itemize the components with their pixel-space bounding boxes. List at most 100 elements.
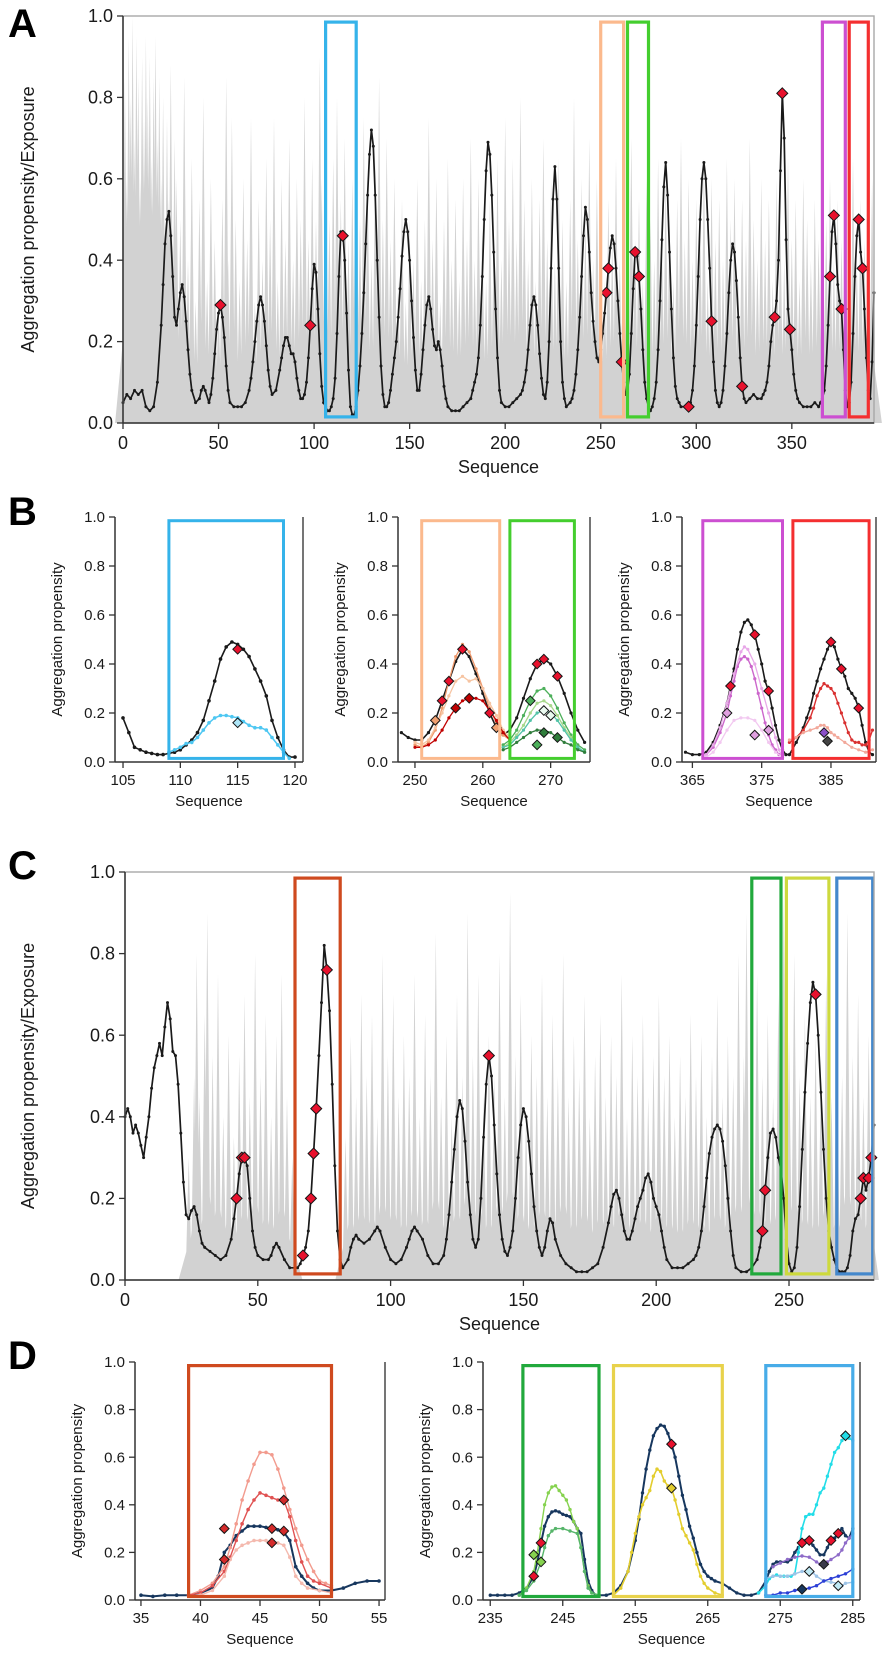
- panel-d2-chart-hotspot-green: [535, 1556, 547, 1568]
- panel-b2-chart-hotspot-green-dark: [538, 727, 550, 739]
- panel-a-chart-region-box-3: [820, 20, 847, 419]
- panel-c-chart-apr-hotspots: [230, 1192, 243, 1205]
- panel-c-chart-apr-hotspots: [854, 1192, 867, 1205]
- panel-d1-chart-xtick: 40: [192, 1610, 209, 1627]
- panel-d1-chart-xtick: 50: [311, 1610, 328, 1627]
- panel-b2-chart-hotspot-green-open: [545, 709, 557, 721]
- panel-b1-chart-hotspot-cyan: [232, 717, 244, 729]
- panel-d2-chart: 0.0 0.2 0.4 0.6 0.8 1.0 235 245 255 265 275 285 Sequ…: [417, 1354, 865, 1648]
- panel-d1-chart-hotspot-red: [278, 1525, 290, 1537]
- panel-b1-chart-ytick: 0.6: [84, 607, 105, 624]
- panel-a-chart-ytick: 0.4: [88, 250, 113, 270]
- panel-c-chart-ytick: 1.0: [90, 862, 115, 882]
- panel-c-chart-apr-hotspots: [310, 1102, 323, 1115]
- panel-b3-chart-series-variant-magenta-light: [705, 646, 784, 758]
- panel-d2-chart-region-box-1: [611, 1363, 724, 1599]
- panel-b3-chart-xlabel: Sequence: [745, 793, 813, 810]
- panel-b3-chart-hotspot-red: [763, 685, 775, 697]
- panel-b2-chart-ytick: 0.4: [367, 656, 388, 673]
- panel-b2-chart-hotspot-red: [484, 707, 496, 719]
- panel-c-chart-region-box-2: [784, 876, 831, 1276]
- panel-d2-chart-hotspot-dark: [818, 1558, 830, 1570]
- panel-b2-chart-region-box-1: [508, 519, 576, 760]
- panel-c-chart-apr-hotspots: [482, 1049, 496, 1062]
- panel-d2-chart-hotspot-light-cyan: [832, 1580, 844, 1592]
- panel-a-chart-xtick: 200: [490, 433, 520, 453]
- panel-a-chart-apr-hotspots: [768, 310, 781, 324]
- panel-a-chart-apr-hotspots: [602, 262, 615, 275]
- panel-d1-chart-ytick: 0.0: [104, 1592, 125, 1609]
- panel-d2-chart-hotspot-red: [665, 1438, 678, 1450]
- panel-a-chart-exposure-area: [115, 16, 882, 423]
- panel-c-chart-apr-hotspots: [809, 988, 822, 1001]
- panel-b1-chart-ytick: 0.0: [84, 754, 105, 771]
- panel-b3-chart-series-wild-type: [684, 619, 874, 756]
- panel-b-label: B: [8, 490, 37, 534]
- panel-c-chart-ytick: 0.0: [90, 1270, 115, 1290]
- panel-c-chart-apr-hotspots: [307, 1147, 320, 1160]
- panel-b2-chart-xlabel: Sequence: [460, 793, 528, 810]
- panel-a-chart-region-box-1: [599, 20, 626, 419]
- panel-c-chart-apr-hotspots: [756, 1224, 769, 1238]
- panel-b2-chart-hotspot-green-dark: [551, 731, 563, 744]
- panel-a-chart-xtick: 250: [586, 433, 616, 453]
- panel-d1-chart-ytick: 0.8: [104, 1402, 125, 1419]
- panel-c-chart-apr-hotspots: [296, 1249, 310, 1262]
- panel-d2-chart-ylabel: Aggregation propensity: [417, 1403, 434, 1558]
- panel-b3-chart-hotspot-red: [749, 629, 761, 641]
- panel-d2-chart-hotspot-red: [825, 1534, 837, 1547]
- panel-b3-chart-ytick: 0.2: [651, 705, 672, 722]
- panel-d2-chart-region-box-2: [764, 1363, 855, 1599]
- panel-b1-chart-ytick: 0.4: [84, 656, 105, 673]
- panel-a-chart-ytick: 0.2: [88, 332, 113, 352]
- panel-a-chart-xtick: 50: [209, 433, 229, 453]
- panel-b2-chart-xtick: 260: [470, 772, 495, 789]
- panel-b3-chart-ytick: 0.4: [651, 656, 672, 673]
- panel-d2-chart-ytick: 0.6: [452, 1449, 473, 1466]
- panel-b2-chart-hotspot-green: [524, 695, 536, 707]
- panel-a-chart-xtick: 350: [777, 433, 807, 453]
- panel-b2-chart-hotspot-dark-red: [450, 702, 462, 714]
- panel-c-chart-ytick: 0.2: [90, 1189, 115, 1209]
- panel-b3-chart-ytick: 0.6: [651, 607, 672, 624]
- panel-b1-chart-xtick: 120: [282, 772, 307, 789]
- panel-b3-chart: 0.0 0.2 0.4 0.6 0.8 1.0 365 375 385 Sequence Aggre…: [616, 509, 877, 810]
- panel-b3-chart-hotspot-red: [825, 636, 837, 648]
- panel-d2-chart-ytick: 0.8: [452, 1402, 473, 1419]
- panel-b1-chart-ytick: 0.2: [84, 705, 105, 722]
- panel-a-chart-apr-hotspots: [628, 245, 642, 259]
- panel-b3-chart-ytick: 0.0: [651, 754, 672, 771]
- panel-d1-chart-hotspot-red: [218, 1554, 230, 1566]
- panel-a-chart-region-box-4: [847, 20, 870, 419]
- panel-c-chart-xtick: 150: [508, 1290, 538, 1310]
- panel-b2-chart-hotspot-red: [436, 695, 448, 707]
- panel-d1-chart-ytick: 0.2: [104, 1545, 125, 1562]
- panel-b2-chart-ytick: 0.0: [367, 754, 388, 771]
- panel-d2-chart-hotspot-cyan: [839, 1430, 852, 1442]
- panel-b3-chart-hotspot-red: [724, 680, 737, 692]
- panel-b2-chart: 0.0 0.2 0.4 0.6 0.8 1.0 250 260 270 Sequence Aggre…: [332, 509, 591, 810]
- panel-b2-chart-ytick: 0.2: [367, 705, 388, 722]
- panel-d2-chart-hotspot-green: [528, 1549, 540, 1561]
- panel-a-chart-region-box-0: [324, 20, 358, 419]
- panel-a-chart-ylabel: Aggregation propensity/Exposure: [18, 86, 38, 352]
- panel-c-chart-apr-hotspots: [238, 1151, 251, 1164]
- panel-a-chart-apr-hotspots: [783, 323, 797, 336]
- panel-b3-chart-hotspot-red: [835, 663, 847, 675]
- panel-a-chart-xtick: 100: [299, 433, 329, 453]
- panel-c-chart-xtick: 50: [248, 1290, 268, 1310]
- panel-d2-chart-hotspot-navy: [796, 1583, 808, 1595]
- panel-b1-chart-xtick: 115: [226, 772, 250, 789]
- panel-b3-chart-hotspot-magenta: [721, 707, 733, 719]
- panel-b3-chart-series-variant-salmon-light: [788, 724, 874, 753]
- panel-d2-chart-ytick: 0.0: [452, 1592, 473, 1609]
- panel-b2-chart-hotspot-orange: [429, 714, 441, 726]
- panel-b1-chart-hotspot-red: [232, 643, 244, 655]
- panel-c-chart-region-box-3: [835, 876, 875, 1276]
- panel-b1-chart-ytick: 1.0: [84, 509, 105, 526]
- panel-a-chart-apr-hotspots: [852, 213, 865, 226]
- panel-b1-chart: 0.0 0.2 0.4 0.6 0.8 1.0 105 110 115 120 Sequence Ag…: [49, 509, 307, 810]
- panel-d1-chart-series-wild-type-navy: [140, 1525, 380, 1598]
- panel-a-chart-xlabel: Sequence: [458, 457, 539, 477]
